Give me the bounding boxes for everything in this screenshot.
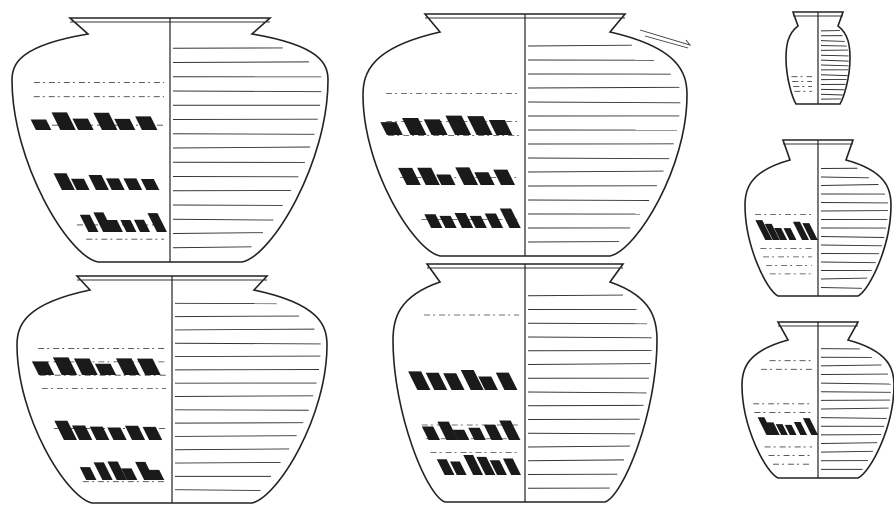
wheel-mark: [528, 295, 623, 296]
wheel-mark: [821, 392, 891, 393]
jar-drawing: [12, 18, 328, 262]
jar-drawing: [17, 276, 327, 503]
wheel-mark: [173, 62, 309, 63]
jar-drawing: [393, 264, 657, 502]
wheel-mark: [821, 46, 847, 47]
wheel-mark: [173, 134, 314, 135]
jar-drawing: [363, 14, 687, 256]
wheel-mark: [528, 433, 635, 434]
wheel-mark: [175, 316, 299, 317]
